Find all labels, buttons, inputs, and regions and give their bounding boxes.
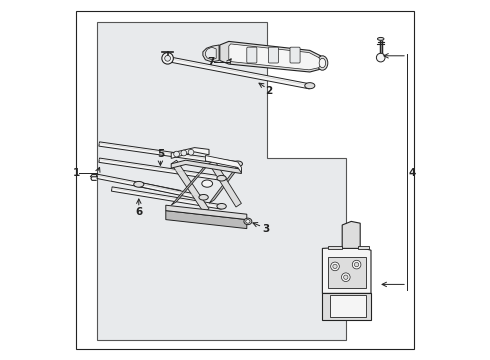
Polygon shape [342, 221, 360, 248]
Polygon shape [138, 182, 204, 200]
Circle shape [181, 150, 187, 156]
Polygon shape [229, 44, 322, 70]
FancyBboxPatch shape [269, 47, 278, 63]
Polygon shape [328, 246, 342, 249]
Polygon shape [205, 47, 216, 60]
Polygon shape [99, 142, 238, 166]
Polygon shape [209, 164, 242, 203]
Polygon shape [220, 41, 324, 72]
Polygon shape [111, 187, 222, 209]
Ellipse shape [305, 83, 315, 89]
Text: 3: 3 [262, 224, 270, 234]
Text: 5: 5 [157, 149, 164, 159]
Circle shape [354, 262, 359, 267]
Ellipse shape [244, 218, 252, 225]
Text: 2: 2 [265, 86, 272, 96]
Ellipse shape [217, 175, 226, 181]
Circle shape [352, 260, 361, 269]
Text: 4: 4 [409, 168, 416, 178]
Ellipse shape [377, 37, 384, 40]
Ellipse shape [317, 56, 328, 70]
Circle shape [331, 262, 339, 271]
Text: 7: 7 [207, 57, 215, 67]
Polygon shape [171, 160, 242, 174]
Ellipse shape [217, 203, 226, 209]
Polygon shape [98, 22, 346, 340]
Text: 6: 6 [135, 207, 143, 217]
Polygon shape [171, 160, 209, 212]
Polygon shape [205, 156, 242, 173]
Polygon shape [169, 57, 310, 89]
Text: 1: 1 [74, 168, 80, 178]
Polygon shape [166, 205, 247, 220]
Polygon shape [203, 45, 219, 62]
Ellipse shape [319, 58, 326, 68]
Circle shape [333, 264, 337, 269]
Circle shape [174, 151, 179, 157]
Ellipse shape [199, 194, 208, 200]
Polygon shape [97, 174, 181, 195]
Circle shape [188, 149, 194, 155]
Polygon shape [99, 158, 222, 180]
Polygon shape [209, 160, 242, 207]
Circle shape [343, 275, 348, 279]
Ellipse shape [202, 180, 213, 187]
Polygon shape [171, 148, 209, 158]
FancyBboxPatch shape [247, 47, 257, 63]
FancyBboxPatch shape [290, 47, 300, 63]
Circle shape [165, 55, 171, 61]
Circle shape [342, 273, 350, 282]
Ellipse shape [134, 181, 144, 187]
Polygon shape [322, 293, 371, 320]
Ellipse shape [245, 220, 250, 223]
Polygon shape [328, 257, 366, 288]
Ellipse shape [233, 161, 243, 167]
Polygon shape [330, 295, 366, 317]
Polygon shape [322, 247, 371, 293]
Polygon shape [358, 246, 369, 249]
Circle shape [162, 53, 173, 64]
Circle shape [376, 53, 385, 62]
Polygon shape [171, 164, 209, 205]
Polygon shape [166, 211, 247, 229]
